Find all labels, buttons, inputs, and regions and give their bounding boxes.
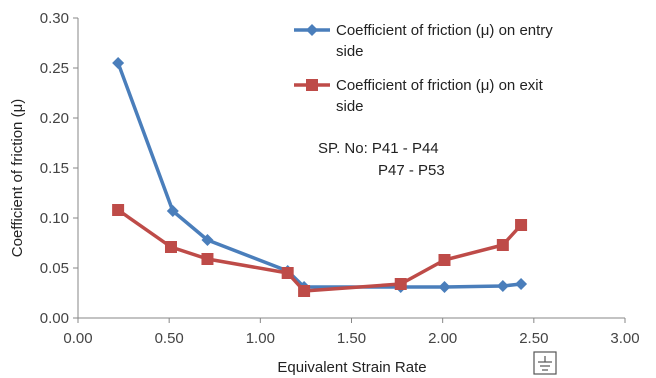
data-point (515, 278, 528, 290)
y-tick-label: 0.00 (40, 310, 69, 327)
data-point (496, 239, 509, 251)
data-point (515, 219, 528, 231)
legend-label: Coefficient of friction (μ) on entry (336, 22, 553, 39)
legend-swatch-marker (306, 79, 318, 91)
x-tick-label: 1.50 (337, 330, 366, 347)
y-tick-label: 0.20 (40, 110, 69, 127)
data-point (281, 267, 294, 279)
legend-label: side (336, 98, 364, 115)
y-tick-label: 0.10 (40, 210, 69, 227)
data-point (112, 57, 125, 69)
data-point (496, 280, 509, 292)
data-point (201, 253, 214, 265)
data-point (438, 254, 451, 266)
x-tick-label: 3.00 (610, 330, 639, 347)
legend-item-entry: Coefficient of friction (μ) on entry side (294, 22, 553, 60)
series-layer (112, 57, 528, 297)
y-tick-label: 0.30 (40, 10, 69, 27)
y-axis-title: Coefficient of friction (μ) (9, 99, 26, 257)
y-tick-label: 0.05 (40, 260, 69, 277)
y-tick-label: 0.25 (40, 60, 69, 77)
data-point (394, 278, 407, 290)
y-tick-label: 0.15 (40, 160, 69, 177)
filter-icon-frame[interactable] (533, 351, 557, 375)
annotation-specimens-line-2: P47 - P53 (378, 162, 445, 179)
data-point (298, 285, 311, 297)
x-axis-title: Equivalent Strain Rate (277, 359, 426, 376)
filter-icon[interactable] (533, 351, 557, 375)
axes: 0.00 0.05 0.10 0.15 0.20 0.25 0.30 0.00 0.50 1.00… (40, 10, 640, 347)
data-point (201, 234, 214, 246)
legend-label: side (336, 43, 364, 60)
legend: Coefficient of friction (μ) on entry side… (294, 22, 553, 115)
x-tick-label: 2.50 (519, 330, 548, 347)
data-point (164, 241, 177, 253)
x-tick-label: 1.00 (246, 330, 275, 347)
data-point (438, 281, 451, 293)
series-line (116, 62, 522, 289)
x-tick-label: 0.50 (155, 330, 184, 347)
data-point (166, 205, 179, 217)
series-line (117, 208, 523, 293)
legend-label: Coefficient of friction (μ) on exit (336, 77, 544, 94)
annotation-specimens-line-1: SP. No: P41 - P44 (318, 140, 439, 157)
series-exit (112, 204, 528, 297)
x-tick-label: 0.00 (63, 330, 92, 347)
data-point (112, 204, 125, 216)
legend-swatch-marker (306, 24, 318, 36)
legend-item-exit: Coefficient of friction (μ) on exit side (294, 77, 544, 115)
x-tick-label: 2.00 (428, 330, 457, 347)
